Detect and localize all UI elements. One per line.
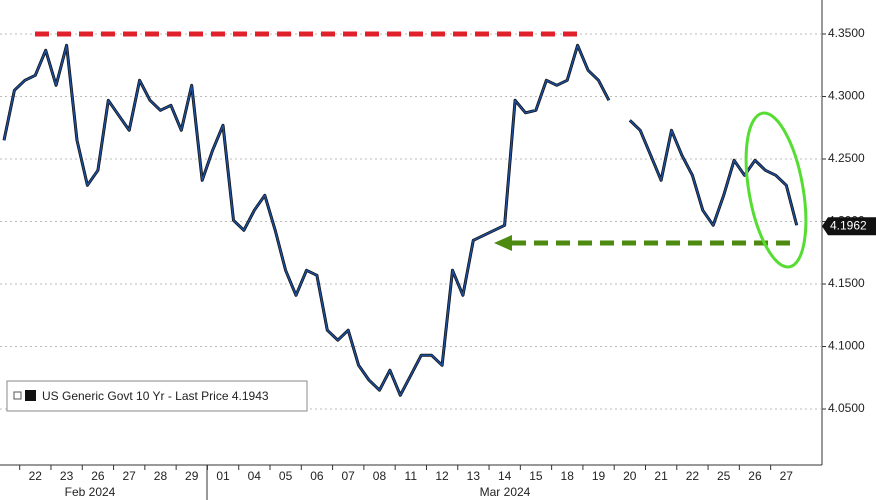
x-tick-label: 25 bbox=[717, 469, 731, 483]
x-tick-label: 06 bbox=[310, 469, 324, 483]
plot-area bbox=[0, 33, 822, 410]
x-tick-label: 28 bbox=[154, 469, 168, 483]
x-tick-label: 15 bbox=[529, 469, 543, 483]
annotation-ellipse bbox=[744, 111, 808, 269]
x-tick-label: 07 bbox=[342, 469, 356, 483]
legend: US Generic Govt 10 Yr - Last Price 4.194… bbox=[6, 380, 308, 412]
month-label: Feb 2024 bbox=[65, 485, 116, 499]
y-tick-label: 4.2500 bbox=[828, 151, 865, 165]
x-tick-label: 18 bbox=[561, 469, 575, 483]
x-tick-label: 23 bbox=[60, 469, 74, 483]
month-label: Mar 2024 bbox=[480, 485, 531, 499]
x-tick-label: 13 bbox=[467, 469, 481, 483]
y-tick-label: 4.1500 bbox=[828, 276, 865, 290]
price-line bbox=[3, 44, 798, 397]
legend-box bbox=[6, 380, 308, 412]
x-tick-label: 04 bbox=[248, 469, 262, 483]
x-tick-label: 26 bbox=[748, 469, 762, 483]
x-tick-label: 05 bbox=[279, 469, 293, 483]
x-tick-label: 19 bbox=[592, 469, 606, 483]
x-tick-label: 14 bbox=[498, 469, 512, 483]
y-tick-label: 4.0500 bbox=[828, 401, 865, 415]
last-price-label: 4.1962 bbox=[830, 218, 867, 232]
x-tick-label: 27 bbox=[780, 469, 794, 483]
x-tick-label: 26 bbox=[91, 469, 105, 483]
x-tick-label: 27 bbox=[122, 469, 136, 483]
x-tick-label: 20 bbox=[623, 469, 637, 483]
legend-swatch bbox=[25, 390, 36, 401]
x-tick-label: 01 bbox=[216, 469, 230, 483]
legend-label: US Generic Govt 10 Yr - Last Price 4.194… bbox=[42, 389, 269, 403]
x-tick-label: 08 bbox=[373, 469, 387, 483]
x-tick-label: 11 bbox=[405, 469, 418, 483]
x-tick-label: 21 bbox=[654, 469, 668, 483]
y-tick-label: 4.3500 bbox=[828, 26, 865, 40]
x-tick-label: 29 bbox=[185, 469, 199, 483]
x-tick-label: 22 bbox=[686, 469, 700, 483]
y-tick-label: 4.1000 bbox=[828, 339, 865, 353]
last-price-marker bbox=[822, 217, 876, 236]
x-tick-label: 12 bbox=[435, 469, 449, 483]
annotation-arrowhead bbox=[494, 235, 512, 251]
legend-icon bbox=[13, 391, 22, 400]
y-tick-label: 4.3000 bbox=[828, 89, 865, 103]
x-tick-label: 22 bbox=[29, 469, 43, 483]
